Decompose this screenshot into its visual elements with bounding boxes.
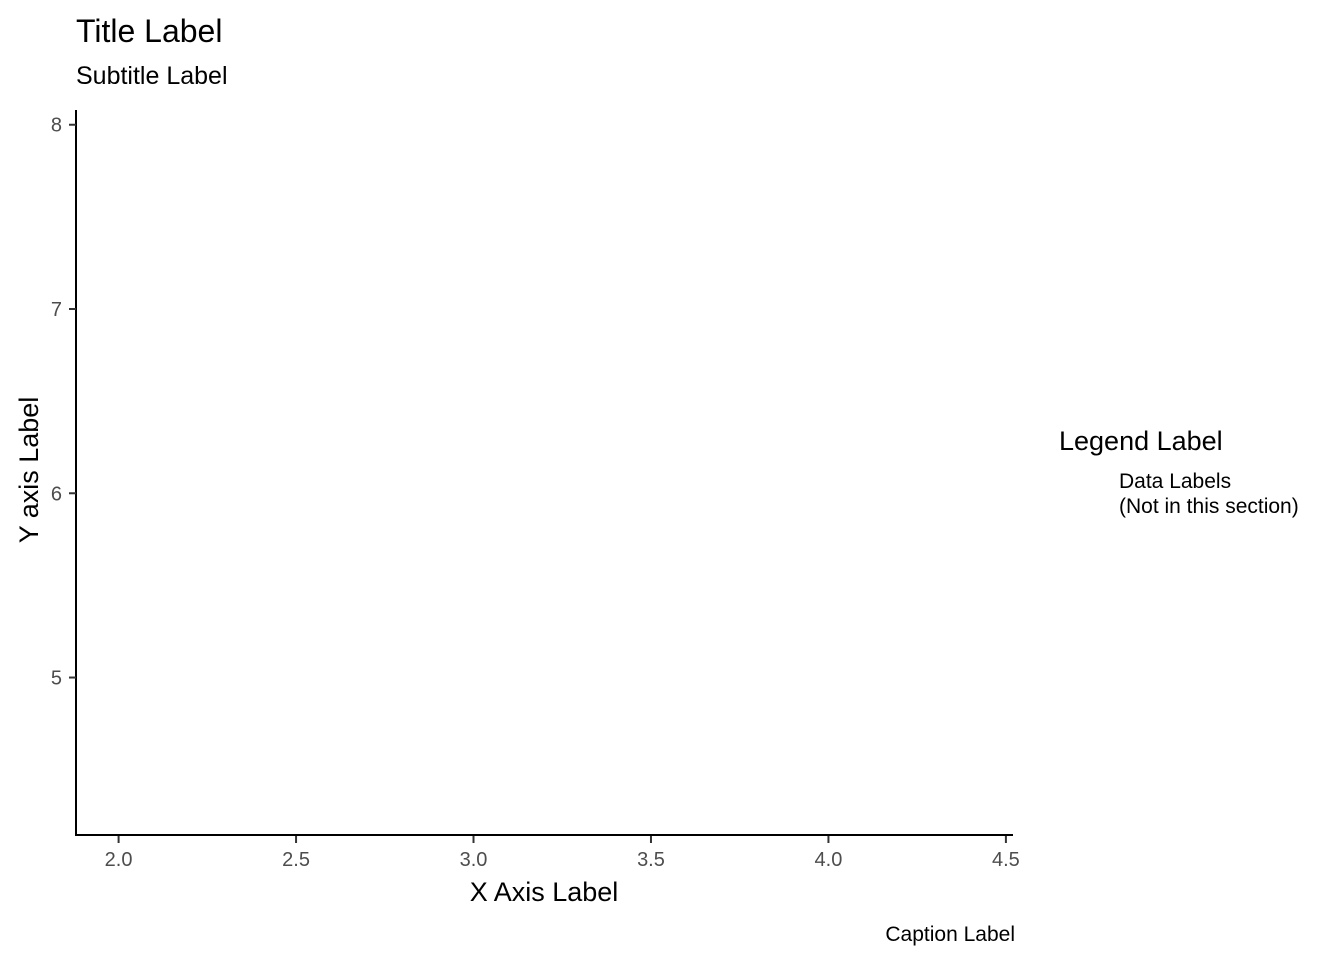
x-axis-title: X Axis Label	[470, 877, 619, 907]
chart-subtitle: Subtitle Label	[76, 62, 228, 90]
x-axis-ticks: 2.0 2.5 3.0 3.5 4.0 4.5	[105, 836, 1020, 871]
y-axis-ticks: 5 6 7 8	[51, 115, 76, 690]
x-tick-label: 4.5	[992, 849, 1020, 871]
y-tick-label: 8	[51, 115, 62, 137]
x-tick-label: 3.0	[460, 849, 488, 871]
x-tick-label: 4.0	[815, 849, 843, 871]
y-tick-label: 5	[51, 668, 62, 690]
x-tick-label: 2.5	[282, 849, 310, 871]
y-axis-title: Y axis Label	[14, 397, 44, 544]
legend-entry: Data Labels	[1119, 470, 1231, 493]
chart-caption: Caption Label	[885, 923, 1015, 946]
chart-title: Title Label	[76, 13, 222, 49]
y-tick-label: 6	[51, 483, 62, 505]
legend-entry: (Not in this section)	[1119, 495, 1299, 518]
y-tick-label: 7	[51, 299, 62, 321]
legend: Legend Label Data Labels (Not in this se…	[1059, 426, 1299, 518]
plot-area: 2.0 2.5 3.0 3.5 4.0 4.5 5 6 7 8	[51, 110, 1020, 871]
x-tick-label: 2.0	[105, 849, 133, 871]
legend-title: Legend Label	[1059, 426, 1223, 456]
x-tick-label: 3.5	[637, 849, 665, 871]
